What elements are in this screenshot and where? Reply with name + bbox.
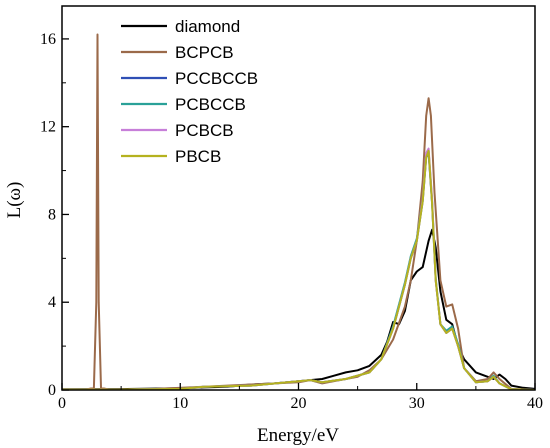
x-axis-title: Energy/eV	[257, 425, 339, 446]
y-tick-label: 16	[40, 31, 56, 48]
legend-label: PCBCB	[175, 121, 234, 140]
y-tick-label: 0	[48, 382, 56, 399]
legend-label: diamond	[175, 17, 240, 36]
x-tick-label: 40	[527, 395, 543, 412]
plot-frame	[61, 5, 536, 391]
y-tick-label: 4	[48, 294, 56, 311]
x-tick-label: 20	[291, 395, 307, 412]
legend: diamond BCPCB PCCBCCB PCBCCB PCBCB PBCB	[121, 17, 258, 166]
series-line-pcbcb	[62, 147, 535, 390]
legend-label: PCCBCCB	[175, 69, 258, 88]
series-line-pccbccb	[62, 152, 535, 390]
x-tick-label: 30	[409, 395, 425, 412]
y-tick-label: 12	[40, 119, 56, 136]
x-tick-label: 0	[58, 395, 66, 412]
ticks-layer: 0 10 20 30 40 0 4 8 12 16	[40, 31, 543, 412]
y-tick-label: 8	[48, 206, 56, 223]
legend-label: PBCB	[175, 147, 221, 166]
series-line-pcbccb	[62, 149, 535, 390]
legend-label: BCPCB	[175, 43, 234, 62]
series-layer	[62, 33, 535, 390]
x-tick-label: 10	[172, 395, 188, 412]
legend-label: PCBCCB	[175, 95, 246, 114]
series-line-pbcb	[62, 149, 535, 390]
series-line-bcpcb	[62, 33, 535, 390]
y-axis-title: L(ω)	[4, 182, 25, 219]
